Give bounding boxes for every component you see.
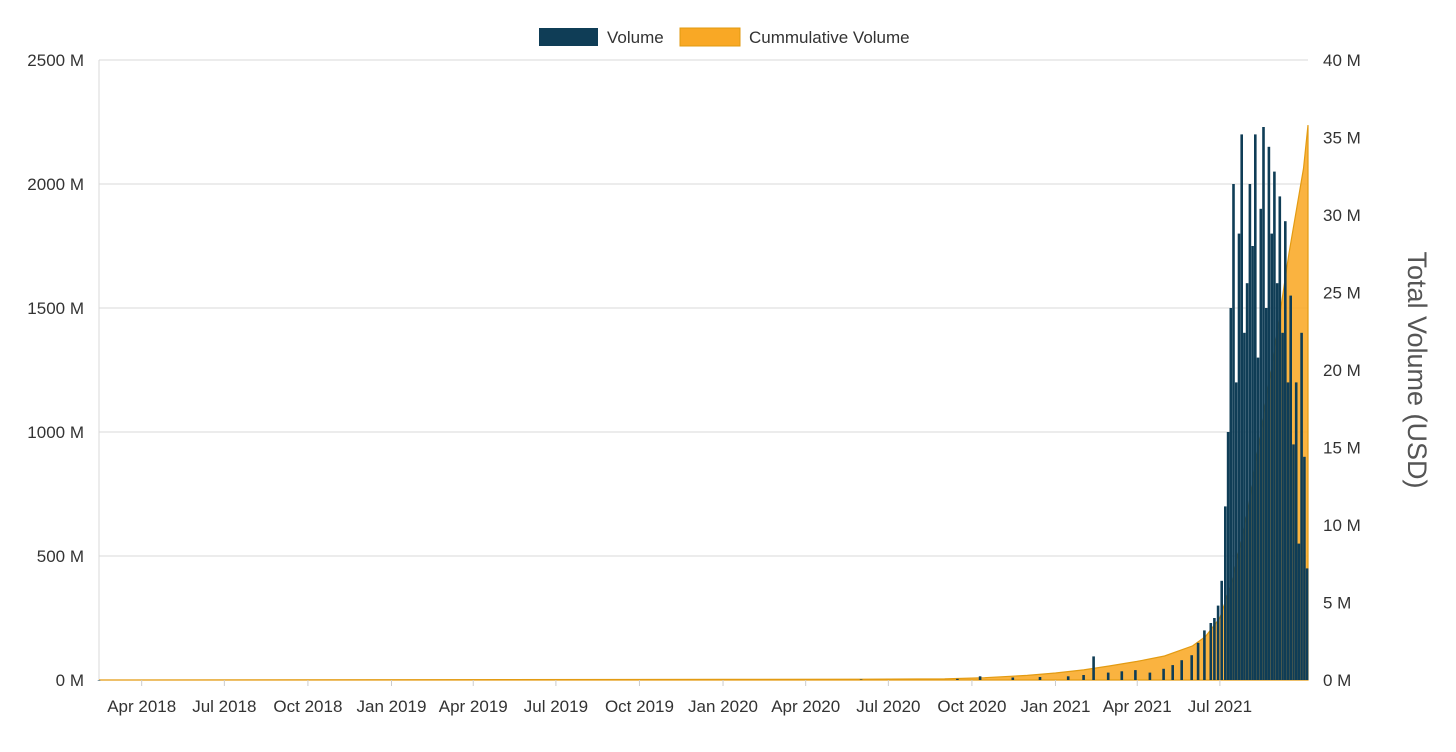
left-tick-label: 500 M: [37, 547, 84, 566]
x-tick-label: Apr 2020: [771, 697, 840, 716]
legend-swatch-cumulative-volume[interactable]: [679, 27, 741, 47]
volume-bar[interactable]: [1256, 357, 1260, 680]
volume-bar[interactable]: [1162, 668, 1165, 680]
x-tick-label: Jul 2020: [856, 697, 920, 716]
right-tick-label: 5 M: [1323, 594, 1351, 613]
right-tick-label: 0 M: [1323, 671, 1351, 690]
legend-swatch-volume[interactable]: [539, 28, 598, 46]
x-tick-label: Oct 2020: [937, 697, 1006, 716]
volume-bar[interactable]: [1229, 308, 1233, 680]
right-tick-label: 20 M: [1323, 361, 1361, 380]
x-tick-label: Jan 2021: [1021, 697, 1091, 716]
volume-bar[interactable]: [1106, 672, 1110, 680]
right-axis-ticks: 0 M 5 M 10 M 15 M 20 M 25 M 30 M 35 M 40 M: [1323, 51, 1361, 690]
x-tick-label: Jul 2018: [192, 697, 256, 716]
volume-bar[interactable]: [1254, 134, 1257, 680]
legend-label-cumulative-volume[interactable]: Cummulative Volume: [749, 28, 910, 47]
volume-bar[interactable]: [1092, 656, 1095, 680]
volume-bar[interactable]: [1190, 655, 1193, 680]
volume-bar[interactable]: [1289, 295, 1292, 680]
volume-bar[interactable]: [1066, 676, 1070, 680]
volume-bar[interactable]: [1243, 332, 1246, 680]
legend-label-volume[interactable]: Volume: [607, 28, 664, 47]
volume-bar[interactable]: [1262, 127, 1265, 680]
volume-bar[interactable]: [1216, 605, 1220, 680]
volume-bar[interactable]: [1148, 672, 1152, 680]
volume-bar[interactable]: [1248, 184, 1252, 680]
right-tick-label: 25 M: [1323, 284, 1361, 303]
volume-bar[interactable]: [1251, 246, 1254, 680]
volume-bar[interactable]: [1273, 171, 1276, 680]
volume-bar[interactable]: [956, 678, 959, 680]
x-tick-label: Oct 2019: [605, 697, 674, 716]
cumulative-volume-area[interactable]: [98, 125, 1309, 681]
volume-bar[interactable]: [1286, 382, 1290, 680]
volume-bar[interactable]: [1305, 568, 1309, 680]
right-tick-label: 15 M: [1323, 439, 1361, 458]
x-tick-label: Jan 2020: [688, 697, 758, 716]
x-tick-label: Oct 2018: [273, 697, 342, 716]
volume-bar[interactable]: [1120, 671, 1124, 680]
volume-bar[interactable]: [1245, 283, 1249, 680]
left-tick-label: 2500 M: [27, 51, 84, 70]
cumulative-volume-area-layer: [98, 125, 1309, 681]
volume-bar[interactable]: [859, 679, 863, 681]
volume-bars-layer: [97, 127, 1309, 681]
left-axis-ticks: 0 M 500 M 1000 M 1500 M 2000 M 2500 M: [27, 51, 84, 690]
volume-bar[interactable]: [1267, 146, 1271, 681]
volume-bar[interactable]: [1237, 233, 1241, 680]
right-axis-title: Total Volume (USD): [1402, 251, 1432, 488]
volume-bar[interactable]: [1011, 677, 1015, 681]
volume-bar[interactable]: [1171, 665, 1174, 680]
volume-bar[interactable]: [1232, 184, 1235, 680]
volume-bar[interactable]: [1038, 677, 1042, 680]
left-tick-label: 1500 M: [27, 299, 84, 318]
x-tick-label: Jul 2019: [524, 697, 588, 716]
left-tick-label: 2000 M: [27, 175, 84, 194]
volume-bar[interactable]: [1275, 283, 1279, 680]
volume-bar[interactable]: [1082, 675, 1085, 680]
volume-bar[interactable]: [1234, 382, 1238, 680]
right-tick-label: 40 M: [1323, 51, 1361, 70]
volume-bar[interactable]: [1292, 444, 1295, 680]
volume-bar[interactable]: [1213, 618, 1216, 680]
x-tick-label: Apr 2018: [107, 697, 176, 716]
volume-bar[interactable]: [1259, 208, 1263, 681]
volume-bar[interactable]: [978, 676, 982, 680]
right-tick-label: 35 M: [1323, 129, 1361, 148]
volume-bar[interactable]: [1240, 134, 1243, 680]
volume-bar[interactable]: [1134, 670, 1137, 680]
volume-bar[interactable]: [97, 680, 101, 681]
volume-bar[interactable]: [1300, 332, 1303, 680]
volume-bar[interactable]: [1284, 221, 1287, 680]
volume-bar[interactable]: [1209, 623, 1213, 680]
volume-bar[interactable]: [1281, 332, 1284, 680]
volume-bar[interactable]: [1220, 580, 1223, 680]
volume-bar[interactable]: [1180, 660, 1183, 680]
volume-bar[interactable]: [1270, 233, 1273, 680]
volume-bar[interactable]: [1203, 630, 1206, 680]
volume-bar[interactable]: [1303, 456, 1306, 680]
right-tick-label: 10 M: [1323, 516, 1361, 535]
right-tick-label: 30 M: [1323, 206, 1361, 225]
gridlines: [99, 59, 1308, 681]
x-tick-label: Apr 2019: [439, 697, 508, 716]
left-tick-label: 0 M: [56, 671, 84, 690]
volume-bar[interactable]: [1224, 506, 1227, 680]
x-tick-label: Jan 2019: [357, 697, 427, 716]
volume-bar[interactable]: [1264, 308, 1268, 680]
x-tick-label: Apr 2021: [1103, 697, 1172, 716]
volume-bar[interactable]: [1226, 432, 1230, 680]
left-tick-label: 1000 M: [27, 423, 84, 442]
volume-bar[interactable]: [1278, 196, 1282, 680]
volume-bar[interactable]: [1297, 543, 1301, 680]
volume-bar[interactable]: [1196, 642, 1200, 680]
x-tick-label: Jul 2021: [1188, 697, 1252, 716]
volume-bar[interactable]: [1294, 382, 1298, 680]
legend: Volume Cummulative Volume: [539, 27, 910, 47]
x-axis-ticks: Apr 2018 Jul 2018 Oct 2018 Jan 2019 Apr 2019…: [107, 680, 1252, 716]
